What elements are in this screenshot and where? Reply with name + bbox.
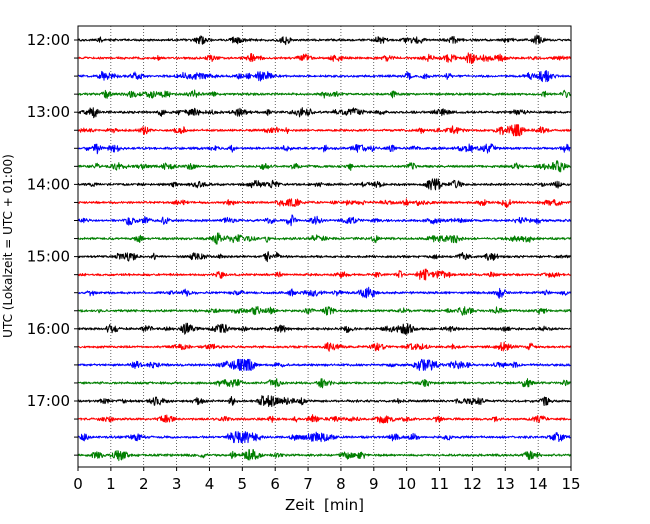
trace-1530 [77,286,572,299]
x-tick-label: 0 [73,475,83,493]
trace-1515 [77,268,572,281]
y-tick-label: 17:00 [27,392,70,410]
trace-1315 [77,124,572,137]
x-axis-label: Zeit [min] [285,496,364,514]
trace-1630 [77,358,572,371]
y-tick-label: 16:00 [27,320,70,338]
x-tick-label: 14 [529,475,548,493]
trace-1545 [77,305,572,316]
x-axis: 0 1 2 3 4 5 6 7 8 9 10 11 12 13 14 15 [73,467,581,493]
trace-1500 [77,251,572,263]
x-tick-label: 7 [303,475,313,493]
trace-1730 [77,431,572,444]
x-tick-label: 4 [205,475,215,493]
y-axis-label: UTC (Lokalzeit = UTC + 01:00) [1,154,15,338]
x-tick-label: 3 [172,475,182,493]
x-tick-label: 11 [430,475,449,493]
trace-1200 [77,34,572,46]
trace-1430 [77,214,572,227]
trace-1415 [77,198,572,209]
x-tick-label: 13 [496,475,515,493]
y-tick-label: 12:00 [27,31,70,49]
trace-1330 [77,143,572,155]
trace-1615 [77,341,572,352]
trace-1245 [77,89,572,99]
x-tick-label: 9 [369,475,379,493]
trace-layer [77,34,572,462]
trace-1600 [77,322,572,335]
x-tick-label: 15 [561,475,580,493]
trace-1300 [77,107,572,119]
trace-1715 [77,414,572,424]
x-tick-label: 2 [139,475,149,493]
plot-background [78,26,571,467]
y-tick-label: 14:00 [27,175,70,193]
trace-1400 [77,178,572,191]
trace-1445 [77,232,572,245]
x-tick-label: 6 [270,475,280,493]
x-tick-label: 1 [106,475,116,493]
x-tick-label: 8 [336,475,346,493]
x-tick-label: 5 [238,475,248,493]
trace-1215 [77,52,572,65]
trace-1645 [77,378,572,389]
trace-1230 [77,70,572,83]
y-tick-label: 15:00 [27,248,70,266]
y-axis: 12:00 13:00 14:00 15:00 16:00 17:00 [27,31,78,456]
trace-1745 [77,449,572,462]
trace-1700 [77,395,572,407]
plot-frame [77,25,572,468]
trace-1345 [77,160,572,173]
y-tick-label: 13:00 [27,103,70,121]
x-tick-label: 12 [463,475,482,493]
x-tick-label: 10 [397,475,416,493]
